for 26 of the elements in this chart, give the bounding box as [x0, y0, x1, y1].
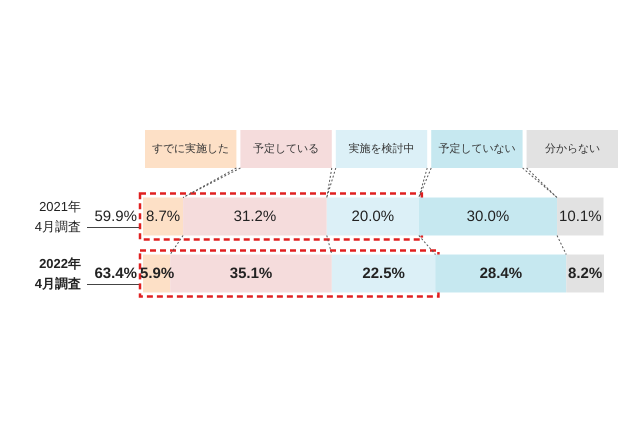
text: 63.4%: [94, 265, 137, 282]
bar: [435, 254, 566, 292]
bar: [326, 198, 419, 236]
bar: [143, 198, 184, 236]
data-label: 10.1%: [559, 208, 602, 225]
data-label: 8.7%: [146, 208, 180, 225]
data-label: 8.2%: [568, 265, 602, 282]
text: 実施を検討中: [348, 142, 414, 155]
data-label: 31.2%: [234, 208, 276, 225]
data-label: 5.9%: [140, 265, 174, 282]
bar: [557, 198, 604, 236]
data-label: 20.0%: [352, 208, 394, 225]
text: 59.9%: [94, 208, 137, 225]
bar: [183, 198, 327, 236]
data-label: 35.1%: [230, 265, 272, 282]
y-tick-label: 2021年 4月調査: [34, 199, 81, 234]
text: 分からない: [544, 143, 600, 155]
bar: [332, 254, 436, 292]
data-label: 30.0%: [466, 208, 510, 225]
text: 予定している: [253, 142, 320, 155]
data-label: 28.4%: [480, 265, 522, 282]
y-tick-label: 2022年 4月調査: [34, 256, 81, 291]
data-label: 22.5%: [362, 265, 405, 282]
text: すでに実施した: [152, 142, 230, 155]
text: 予定していない: [438, 142, 516, 155]
bar: [418, 198, 558, 236]
